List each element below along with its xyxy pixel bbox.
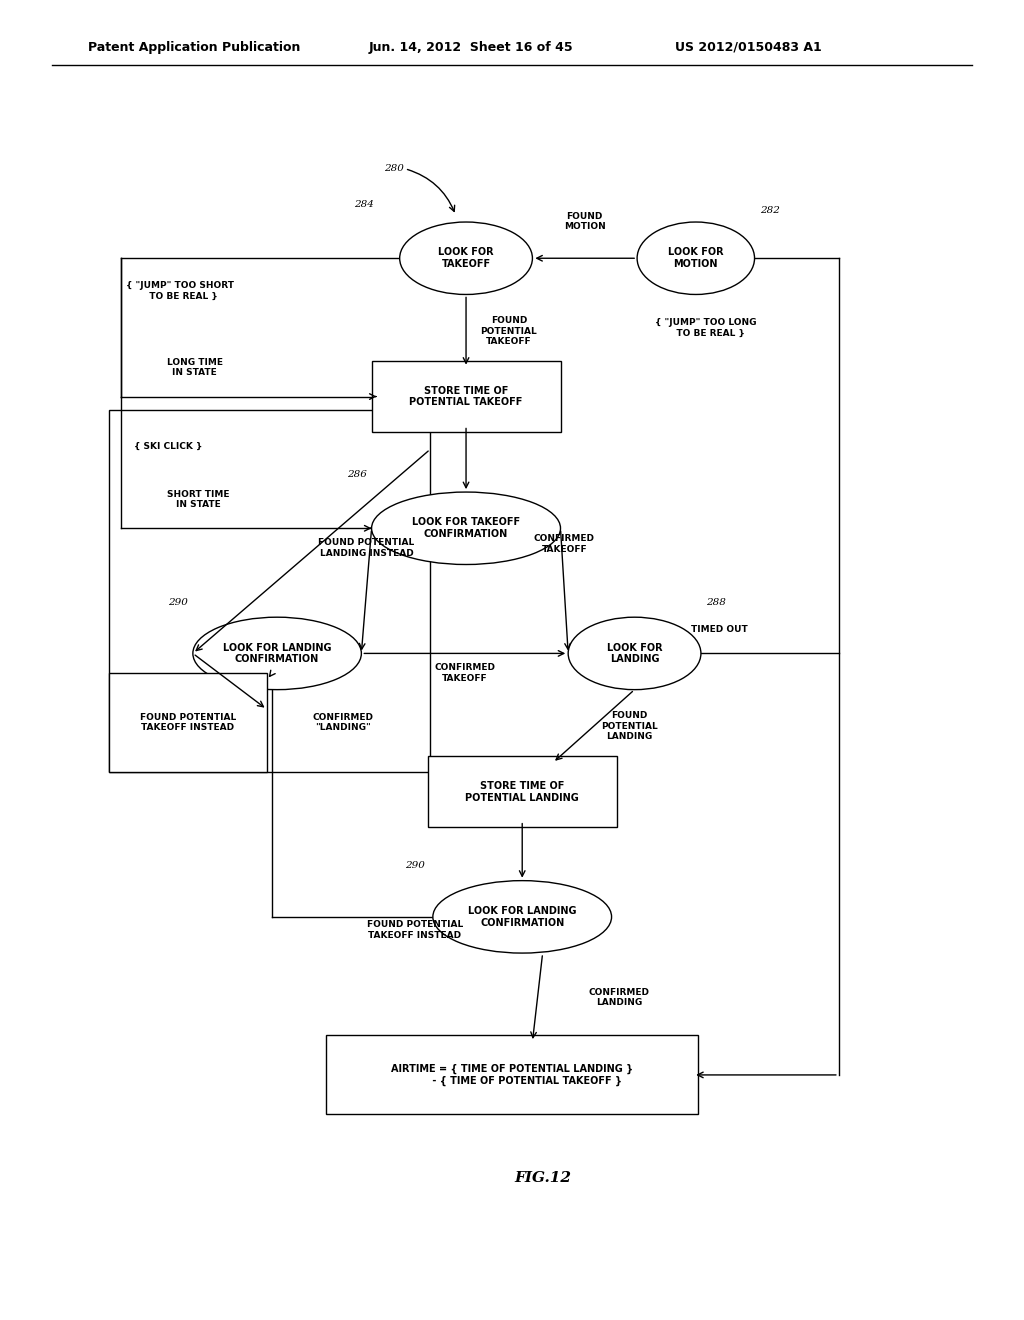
Text: STORE TIME OF
POTENTIAL TAKEOFF: STORE TIME OF POTENTIAL TAKEOFF (410, 385, 522, 408)
Text: { SKI CLICK }: { SKI CLICK } (134, 442, 203, 451)
Text: LOOK FOR TAKEOFF
CONFIRMATION: LOOK FOR TAKEOFF CONFIRMATION (412, 517, 520, 539)
Text: STORE TIME OF
POTENTIAL LANDING: STORE TIME OF POTENTIAL LANDING (465, 781, 580, 803)
Text: 284: 284 (354, 199, 374, 209)
Text: FOUND POTENTIAL
TAKEOFF INSTEAD: FOUND POTENTIAL TAKEOFF INSTEAD (367, 920, 463, 940)
Text: { "JUMP" TOO SHORT
  TO BE REAL }: { "JUMP" TOO SHORT TO BE REAL } (126, 281, 233, 301)
Text: Patent Application Publication: Patent Application Publication (88, 41, 301, 54)
Text: CONFIRMED
LANDING: CONFIRMED LANDING (589, 987, 650, 1007)
Text: LOOK FOR LANDING
CONFIRMATION: LOOK FOR LANDING CONFIRMATION (223, 643, 332, 664)
Text: AIRTIME = { TIME OF POTENTIAL LANDING }
         - { TIME OF POTENTIAL TAKEOFF }: AIRTIME = { TIME OF POTENTIAL LANDING } … (391, 1064, 633, 1086)
Text: Jun. 14, 2012  Sheet 16 of 45: Jun. 14, 2012 Sheet 16 of 45 (369, 41, 573, 54)
Text: FOUND
MOTION: FOUND MOTION (564, 211, 605, 231)
Text: LOOK FOR
MOTION: LOOK FOR MOTION (668, 247, 724, 269)
Ellipse shape (568, 618, 700, 689)
Text: LOOK FOR LANDING
CONFIRMATION: LOOK FOR LANDING CONFIRMATION (468, 906, 577, 928)
Ellipse shape (399, 222, 532, 294)
Text: CONFIRMED
"LANDING": CONFIRMED "LANDING" (313, 713, 374, 733)
Text: { "JUMP" TOO LONG
   TO BE REAL }: { "JUMP" TOO LONG TO BE REAL } (655, 318, 757, 338)
Text: FIG.12: FIG.12 (514, 1171, 571, 1185)
Ellipse shape (193, 618, 361, 689)
FancyBboxPatch shape (109, 673, 267, 772)
Text: LONG TIME
IN STATE: LONG TIME IN STATE (167, 358, 223, 378)
Text: CONFIRMED
TAKEOFF: CONFIRMED TAKEOFF (534, 535, 595, 554)
Text: 288: 288 (706, 598, 726, 607)
Text: US 2012/0150483 A1: US 2012/0150483 A1 (676, 41, 822, 54)
Text: TIMED OUT: TIMED OUT (691, 626, 748, 634)
Ellipse shape (372, 492, 560, 565)
Text: SHORT TIME
IN STATE: SHORT TIME IN STATE (167, 490, 229, 510)
Text: FOUND
POTENTIAL
LANDING: FOUND POTENTIAL LANDING (601, 711, 657, 741)
Ellipse shape (433, 880, 611, 953)
FancyBboxPatch shape (326, 1035, 698, 1114)
FancyBboxPatch shape (372, 360, 560, 432)
Text: LOOK FOR
TAKEOFF: LOOK FOR TAKEOFF (438, 247, 494, 269)
Text: 290: 290 (404, 861, 425, 870)
Text: 282: 282 (760, 206, 779, 215)
Text: 286: 286 (346, 470, 367, 479)
Text: CONFIRMED
TAKEOFF: CONFIRMED TAKEOFF (434, 664, 496, 682)
Text: 280: 280 (384, 164, 404, 173)
Text: FOUND POTENTIAL
LANDING INSTEAD: FOUND POTENTIAL LANDING INSTEAD (318, 539, 415, 558)
FancyBboxPatch shape (428, 756, 616, 828)
Ellipse shape (637, 222, 755, 294)
Text: FOUND
POTENTIAL
TAKEOFF: FOUND POTENTIAL TAKEOFF (480, 315, 538, 346)
Text: 290: 290 (168, 598, 187, 607)
Text: FOUND POTENTIAL
TAKEOFF INSTEAD: FOUND POTENTIAL TAKEOFF INSTEAD (139, 713, 236, 733)
Text: LOOK FOR
LANDING: LOOK FOR LANDING (607, 643, 663, 664)
